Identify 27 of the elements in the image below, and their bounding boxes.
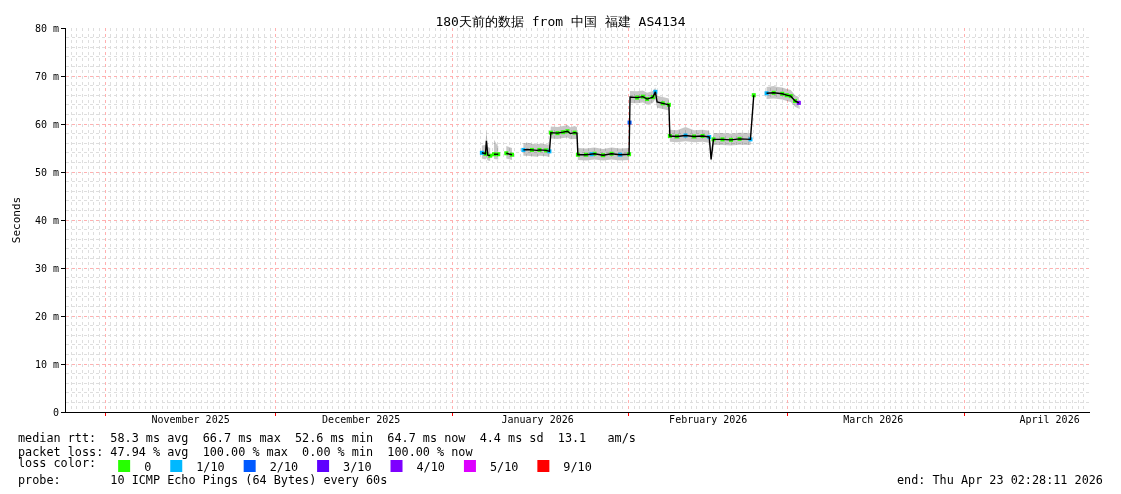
y-tick-label: 30 m: [34, 262, 59, 274]
text: probe: 10 ICMP Echo Pings (64 Bytes) every 60s: [18, 473, 388, 487]
legend-label: 0: [144, 459, 152, 474]
x-tick-label: November 2025: [151, 414, 230, 425]
y-tick-label: 70 m: [34, 70, 59, 82]
legend-label: 1/10: [196, 459, 225, 474]
x-tick-label: April 2026: [1019, 414, 1080, 425]
y-tick-label: 50 m: [34, 166, 59, 178]
legend-label: 4/10: [416, 459, 445, 474]
x-tick-label: February 2026: [669, 414, 748, 425]
x-tick-label: December 2025: [322, 414, 401, 425]
text: end: Thu Apr 23 02:28:11 2026: [897, 473, 1103, 487]
y-tick-label: 40 m: [34, 214, 59, 226]
legend-label: 5/10: [489, 459, 519, 474]
x-tick-label: March 2026: [843, 414, 904, 425]
legend-label: 9/10: [563, 459, 592, 474]
y-axis-title: Seconds: [9, 196, 23, 244]
y-tick-label: 0: [52, 406, 59, 418]
y-tick-label: 60 m: [34, 118, 59, 130]
legend-label: 2/10: [269, 459, 299, 474]
y-tick-label: 20 m: [34, 310, 59, 322]
y-tick-label: 80 m: [34, 22, 59, 34]
y-tick-label: 10 m: [34, 358, 59, 370]
chart-title: 180天前的数据 from 中国 福建 AS4134: [435, 13, 686, 29]
x-tick-label: January 2026: [501, 414, 574, 425]
text: median rtt: 58.3 ms avg 66.7 ms max 52.6 ms min 64.7 ms now 4.4 ms sd 13.1 am/s: [18, 431, 636, 445]
legend-label: 3/10: [343, 459, 372, 474]
